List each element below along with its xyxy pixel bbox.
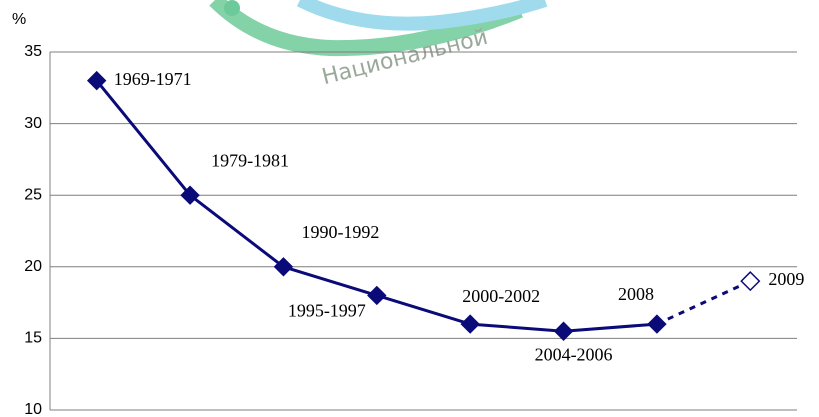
point: [460, 314, 480, 334]
watermark-arc: [209, 0, 523, 57]
y-tick-label: 25: [24, 186, 42, 203]
point-label: 2000-2002: [462, 286, 540, 306]
watermark-dot: [224, 0, 240, 16]
point: [273, 257, 294, 277]
point: [367, 285, 387, 306]
line-segment: [470, 322, 564, 333]
point: [740, 271, 761, 292]
line-segment: [563, 322, 658, 333]
point-label: 1979-1981: [211, 150, 289, 170]
y-axis-label: %: [12, 11, 26, 28]
line-segment: [189, 194, 285, 268]
line-segment: [376, 294, 471, 326]
point-label: 1995-1997: [288, 301, 366, 321]
y-tick-label: 30: [24, 115, 42, 132]
point-label: 2004-2006: [535, 344, 613, 364]
point-label: 1990-1992: [301, 222, 379, 242]
point-label: 1969-1971: [114, 69, 192, 89]
point-label: 2009: [768, 269, 804, 289]
point: [180, 185, 200, 205]
y-tick-label: 10: [24, 401, 42, 417]
point: [553, 321, 574, 341]
point: [647, 314, 667, 334]
watermark-arc: [296, 0, 548, 31]
point: [86, 70, 107, 91]
line-segment: [656, 279, 751, 326]
y-tick-label: 35: [24, 43, 42, 60]
line-segment: [95, 79, 192, 197]
y-tick-label: 15: [24, 330, 42, 347]
line-segment: [282, 265, 378, 297]
point-label: 2008: [618, 284, 654, 304]
y-tick-label: 20: [24, 258, 42, 275]
watermark-logo: [209, 0, 548, 57]
